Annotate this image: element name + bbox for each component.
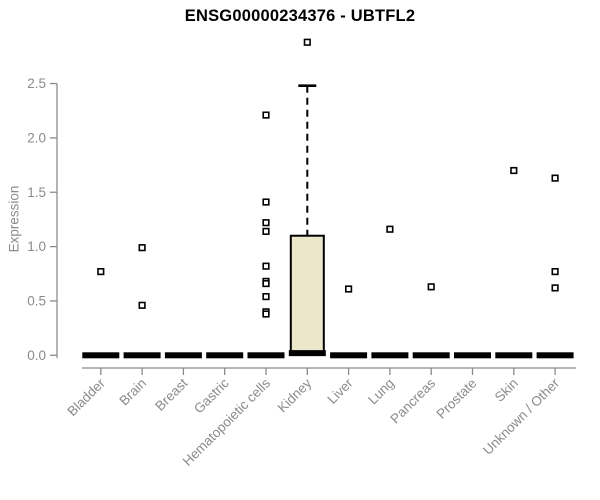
outlier-point xyxy=(138,244,146,252)
x-tick-label: Pancreas xyxy=(387,375,438,426)
y-tick-label: 2.5 xyxy=(27,76,46,91)
outlier-point xyxy=(386,225,394,233)
x-tick-label: Breast xyxy=(152,375,190,413)
median-bar xyxy=(82,352,120,359)
median-bar xyxy=(536,352,574,359)
y-tick-label: 0.0 xyxy=(27,348,46,363)
x-tick-label: Gastric xyxy=(191,375,232,416)
median-bar xyxy=(288,350,326,357)
y-tick-label: 1.0 xyxy=(27,239,46,254)
median-bar xyxy=(206,352,244,359)
outlier-point xyxy=(551,284,559,292)
chart-title: ENSG00000234376 - UBTFL2 xyxy=(184,7,416,25)
median-bar xyxy=(454,352,491,359)
outlier-point xyxy=(303,38,311,46)
outlier-point xyxy=(262,219,270,227)
outlier-point xyxy=(551,268,559,276)
outlier-point xyxy=(427,283,435,291)
median-bar xyxy=(412,352,450,359)
box-rect xyxy=(289,234,325,355)
x-tick-label: Unknown / Other xyxy=(480,375,563,458)
outlier-point xyxy=(510,166,518,175)
outlier-point xyxy=(262,279,270,288)
median-bar xyxy=(495,352,533,359)
outlier-point xyxy=(344,285,353,293)
median-bar xyxy=(123,352,161,359)
y-tick-label: 0.5 xyxy=(27,294,46,309)
y-tick-label: 1.5 xyxy=(27,185,46,200)
median-bar xyxy=(330,352,368,359)
median-bar xyxy=(164,352,202,359)
outlier-point xyxy=(138,301,146,309)
outlier-point xyxy=(262,111,270,119)
x-tick-label: Bladder xyxy=(64,375,108,419)
x-tick-label: Skin xyxy=(492,376,521,405)
outlier-point xyxy=(262,227,270,235)
outlier-point xyxy=(262,262,270,270)
outlier-point xyxy=(551,174,559,182)
x-tick-label: Prostate xyxy=(433,376,479,422)
median-bar xyxy=(371,352,409,359)
outlier-point xyxy=(262,198,270,206)
outlier-point xyxy=(262,310,270,318)
outlier-point xyxy=(97,268,105,276)
x-tick-label: Lung xyxy=(365,376,397,408)
x-tick-label: Brain xyxy=(116,376,149,409)
y-tick-label: 2.0 xyxy=(27,131,46,146)
x-tick-label: Liver xyxy=(324,375,356,407)
x-tick-label: Kidney xyxy=(275,375,315,415)
outlier-point xyxy=(262,293,270,301)
median-bar xyxy=(247,352,285,359)
